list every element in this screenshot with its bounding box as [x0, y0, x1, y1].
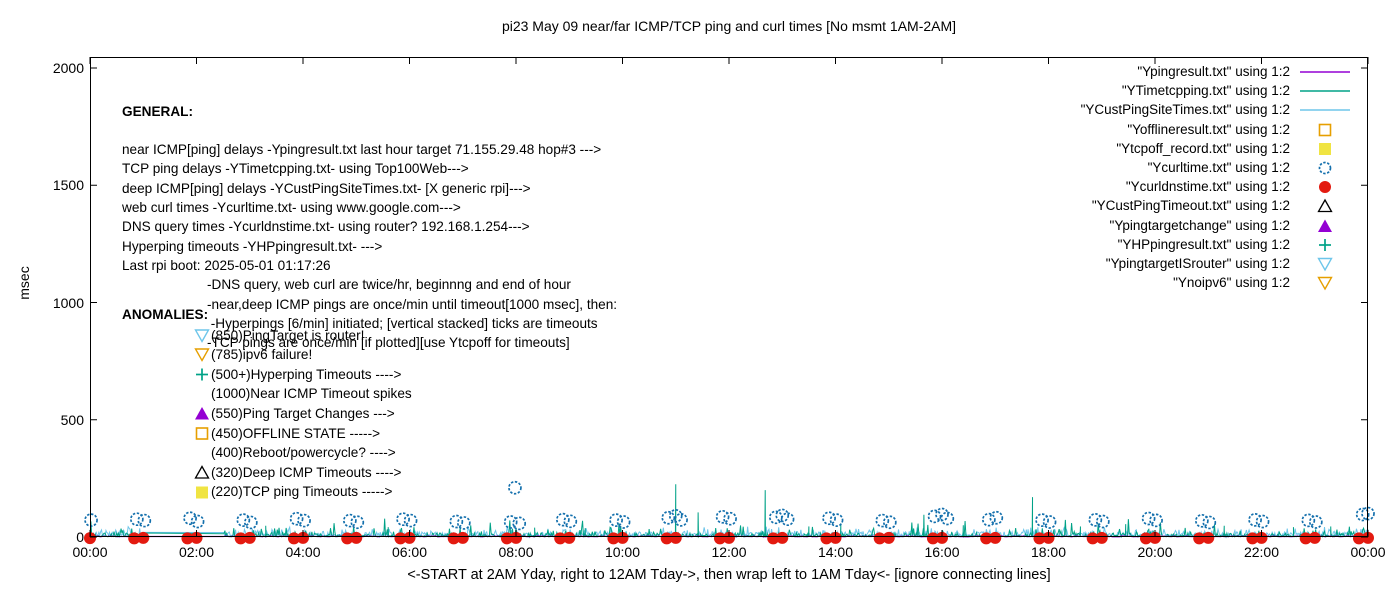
legend-item-label: "YCustPingSiteTimes.txt" using 1:2: [1080, 102, 1290, 118]
x-tick-label: 14:00: [817, 544, 854, 560]
x-tick-label: 02:00: [178, 544, 215, 560]
general-line: TCP ping delays -YTimetcpping.txt- using…: [122, 161, 469, 177]
legend-triangle-up-filled-icon: [1296, 217, 1354, 235]
anomaly-key-label: (320)Deep ICMP Timeouts ---->: [211, 464, 402, 480]
anomaly-key-label: (850)PingTarget is router!: [211, 327, 365, 343]
no-icon: [194, 445, 211, 460]
legend-circle-open-icon: [1296, 159, 1354, 177]
legend-item-label: "Ycurltime.txt" using 1:2: [1147, 160, 1290, 175]
x-axis-caption: <-START at 2AM Yday, right to 12AM Tday-…: [407, 567, 1051, 583]
y-tick-label: 1500: [52, 177, 84, 194]
anomaly-key-row: (785)ipv6 failure!: [194, 345, 412, 365]
plot-svg: [84, 57, 1375, 545]
anomaly-plus-icon: [194, 367, 211, 382]
legend-line-icon: [1296, 63, 1354, 81]
series-Ycurldnstime-points: [84, 531, 1374, 545]
x-tick-label: 22:00: [1243, 544, 1280, 560]
x-tick-label: 00:00: [1350, 544, 1386, 560]
x-tick-label: 16:00: [924, 544, 960, 560]
legend-triangle-down-open-icon: [1296, 255, 1354, 273]
legend-item-label: "Yofflineresult.txt" using 1:2: [1127, 121, 1290, 137]
anomaly-key-row: (220)TCP ping Timeouts ----->: [194, 482, 412, 502]
anomaly-key-row: (450)OFFLINE STATE ----->: [194, 424, 412, 444]
anomaly-square-filled-icon: [194, 485, 211, 500]
anomaly-key-label: (450)OFFLINE STATE ----->: [211, 425, 381, 441]
anomaly-triangle-down-open-icon: [194, 328, 211, 343]
anomaly-key-label: (400)Reboot/powercycle? ---->: [211, 445, 396, 461]
legend-item-label: "YTimetcpping.txt" using 1:2: [1121, 83, 1290, 99]
general-line: deep ICMP[ping] delays -YCustPingSiteTim…: [122, 180, 531, 196]
general-line: DNS query times -Ycurldnstime.txt- using…: [122, 219, 530, 235]
legend-item-label: "Ynoipv6" using 1:2: [1173, 275, 1290, 291]
legend-triangle-up-open-icon: [1296, 197, 1354, 215]
anomaly-key-label: (220)TCP ping Timeouts ----->: [211, 484, 393, 500]
anomaly-key-row: (550)Ping Target Changes --->: [194, 404, 412, 424]
anomalies-key-block: ANOMALIES: (850)PingTarget is router! (78…: [122, 305, 412, 502]
anomaly-key-row: (500+)Hyperping Timeouts ---->: [194, 365, 412, 385]
legend-triangle-down-open-icon: [1296, 274, 1354, 292]
legend-line-icon: [1296, 101, 1354, 119]
y-tick-label: 2000: [52, 60, 84, 76]
anomaly-triangle-up-open-icon: [194, 465, 211, 480]
y-tick-label: 0: [76, 529, 84, 545]
anomaly-triangle-down-open-icon: [194, 347, 211, 363]
plot-area: [84, 57, 1375, 545]
series-Ycurltime-points: [84, 480, 1375, 531]
anomalies-heading: ANOMALIES:: [122, 307, 209, 322]
anomaly-key-row: (1000)Near ICMP Timeout spikes: [194, 384, 412, 404]
legend-item-label: "Ytcpoff_record.txt" using 1:2: [1116, 140, 1290, 156]
general-note-line: -DNS query, web curl are twice/hr, begin…: [207, 277, 571, 293]
legend-square-filled-icon: [1296, 140, 1354, 158]
general-line: near ICMP[ping] delays -Ypingresult.txt …: [122, 142, 602, 158]
anomaly-key-row: (320)Deep ICMP Timeouts ---->: [194, 463, 412, 483]
general-note-line: -Hyperpings [6/min] initiated; [vertical…: [207, 315, 598, 331]
general-line: Hyperping timeouts -YHPpingresult.txt- -…: [122, 238, 383, 254]
legend-item-label: "Ycurldnstime.txt" using 1:2: [1125, 179, 1290, 195]
legend-item-label: "YCustPingTimeout.txt" using 1:2: [1091, 198, 1290, 214]
x-tick-label: 08:00: [498, 544, 534, 560]
x-tick-label: 00:00: [72, 544, 108, 560]
anomaly-key-label: (785)ipv6 failure!: [211, 347, 313, 363]
general-note-line: -near,deep ICMP pings are once/min until…: [207, 296, 618, 312]
legend-item-label: "Ypingresult.txt" using 1:2: [1137, 64, 1290, 79]
legend-item-label: "YHPpingresult.txt" using 1:2: [1117, 236, 1290, 252]
anomaly-key-row: (400)Reboot/powercycle? ---->: [194, 443, 412, 463]
x-tick-label: 04:00: [285, 544, 321, 560]
general-note-line: -TCP pings are once/min [if plotted][use…: [207, 335, 570, 351]
no-icon: [194, 387, 211, 402]
general-line: web curl times -Ycurltime.txt- using www…: [122, 200, 461, 216]
legend-square-open-icon: [1296, 121, 1354, 139]
x-tick-label: 06:00: [391, 544, 428, 560]
legend-circle-filled-icon: [1296, 178, 1354, 196]
anomaly-square-open-icon: [194, 426, 211, 441]
legend-item-label: "Ypingtargetchange" using 1:2: [1109, 217, 1290, 233]
general-line: Last rpi boot: 2025-05-01 01:17:26: [122, 257, 331, 273]
anomaly-key-label: (1000)Near ICMP Timeout spikes: [211, 386, 412, 402]
anomaly-triangle-up-filled-icon: [194, 406, 211, 421]
x-tick-label: 20:00: [1137, 544, 1173, 560]
x-tick-label: 12:00: [711, 544, 747, 560]
general-heading: GENERAL:: [122, 103, 193, 119]
axis-tick-marks: [89, 57, 1369, 538]
anomaly-key-row: (850)PingTarget is router!: [194, 326, 412, 346]
y-tick-label: 1000: [52, 294, 84, 311]
y-tick-label: 500: [60, 411, 84, 428]
anomaly-key-label: (550)Ping Target Changes --->: [211, 405, 395, 421]
general-info-block: GENERAL: near ICMP[ping] delays -Ypingre…: [122, 63, 617, 352]
chart-title: pi23 May 09 near/far ICMP/TCP ping and c…: [501, 18, 957, 34]
x-tick-label: 10:00: [604, 544, 641, 560]
legend-item-label: "YpingtargetISrouter" using 1:2: [1105, 256, 1290, 271]
anomaly-key-label: (500+)Hyperping Timeouts ---->: [211, 366, 402, 382]
legend-line-icon: [1296, 82, 1354, 100]
x-tick-label: 18:00: [1030, 544, 1067, 560]
legend-plus-icon: [1296, 236, 1354, 254]
